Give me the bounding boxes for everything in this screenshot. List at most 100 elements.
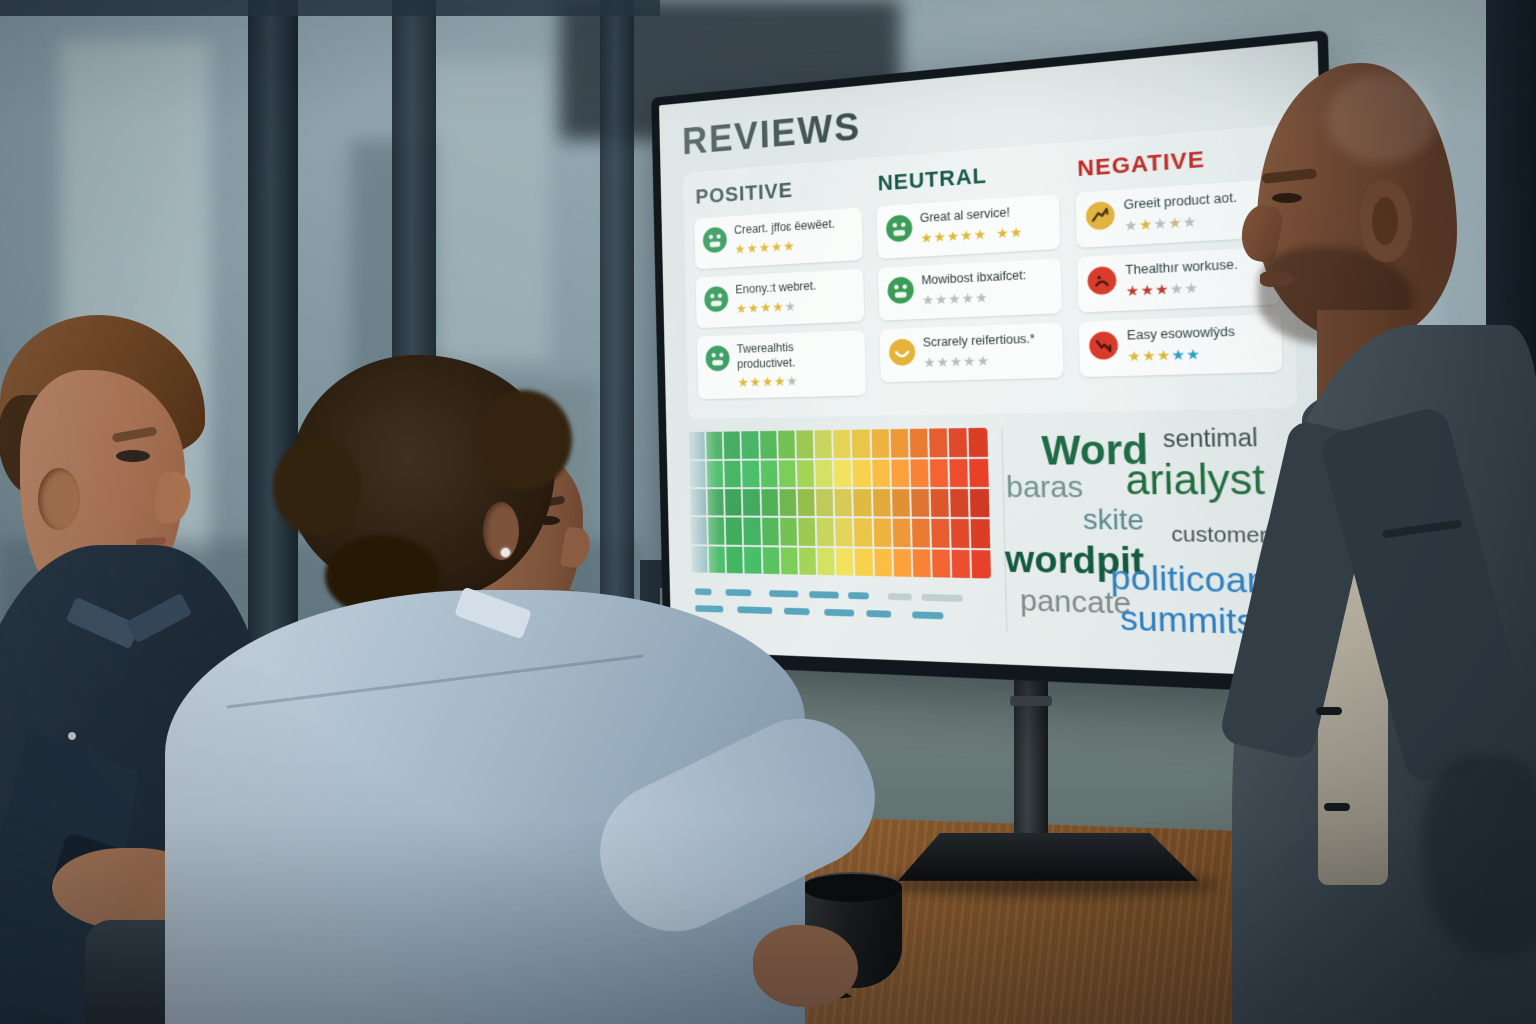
star-icon: ★ [948,290,962,307]
heatmap-cell [893,548,912,578]
star-icon: ★ [784,297,797,314]
hair-curl [477,390,572,490]
star-icon: ★ [946,227,961,244]
review-card-body: Great al service! ★★★★★ ★★ [920,204,1024,246]
blazer-button [1316,707,1342,715]
heatmap-cell [948,428,968,457]
star-icon: ★ [1182,212,1198,231]
star-icon: ★ [782,237,796,254]
review-text: Mowibost ibxaifcet: [921,268,1027,288]
heatmap-cell [871,459,890,488]
star-icon: ★ [920,228,934,246]
eye [537,516,560,525]
star-icon: ★ [1138,215,1154,233]
arrow-icon [1086,200,1116,231]
star-icon: ★ [995,224,1010,242]
star-rating: ★★★★★ ★★ [920,223,1024,246]
star-rating: ★★★★★ [1127,344,1235,365]
star-icon: ★ [934,290,949,308]
star-icon: ★ [1153,214,1169,232]
star-icon: ★ [1141,346,1157,364]
star-icon: ★ [747,299,761,316]
trend-down-icon [1089,331,1119,360]
hair-curl [273,438,361,536]
star-icon: ★ [949,352,964,370]
star-icon: ★ [746,239,759,256]
monitor-stand-base [898,833,1198,881]
heatmap-cell [872,489,891,517]
heatmap-cell [871,429,890,458]
star-icon: ★ [1009,223,1024,241]
blazer-sleeve-fold [1422,755,1536,955]
star-icon: ★ [1140,280,1156,299]
review-card-body: Scrarely reifertious.* ★★★★★ [923,332,1036,371]
star-icon: ★ [921,291,936,308]
star-icon: ★ [936,353,950,370]
review-text: Enony.:t webret. [735,278,817,297]
person-right-standing-man [1218,55,1536,1024]
star-rating: ★★★★★ [736,297,817,317]
heatmap-cell [929,458,949,488]
dash-mark [887,593,913,601]
column-header: NEUTRAL [877,162,988,196]
person-center-seated-woman [165,350,899,1024]
star-icon: ★ [974,288,989,306]
heatmap-cell [891,489,910,518]
star-icon: ★ [772,298,785,315]
review-card-body: Mowibost ibxaifcet: ★★★★★ [921,268,1027,309]
dash-mark [921,594,963,603]
heatmap-cell [910,458,929,488]
star-icon: ★ [1125,281,1141,299]
eye [116,450,150,462]
heatmap-cell [911,489,930,518]
review-card-body: Thealthır workuse. ★★★★★ [1125,257,1238,300]
heatmap-cell [890,429,909,458]
star-icon: ★ [1169,279,1185,297]
star-icon: ★ [933,228,947,245]
nose [559,526,593,570]
heatmap-cell [969,458,989,488]
heatmap-cell [970,489,989,518]
hand [753,925,858,1007]
sad-face-icon [1087,265,1117,296]
heatmap-cell [968,428,988,457]
mug-rim [802,872,902,902]
blazer-button [1324,803,1350,811]
review-columns: POSITIVE Creart. jffoɛ ëewëet. ★★★★★ Enony.… [682,124,1298,420]
dash-mark [912,611,944,620]
star-icon: ★ [1154,280,1170,298]
display-bezel: REVIEWS POSITIVE Creart. jffoɛ ëewëet. ★★★… [651,30,1346,695]
review-column-neutral: NEUTRAL Great al service! ★★★★★ ★★ Mowibost … [875,155,1064,404]
star-rating: ★★★★★ [922,287,1027,309]
dash-mark [866,610,892,618]
smile-face-icon [888,338,916,366]
heatmap-cell [949,458,969,488]
ear [38,468,80,530]
review-text: Scrarely reifertious.* [922,331,1036,350]
heatmap-cell [873,548,892,577]
star-icon: ★ [1171,345,1187,363]
heatmap-cell [873,518,892,547]
blurred-building [430,60,550,360]
star-icon: ★ [923,353,937,370]
review-card: Great al service! ★★★★★ ★★ [876,193,1061,260]
heatmap-cell [951,519,970,548]
ceiling-beam [0,0,660,16]
happy-face-icon [887,276,914,305]
review-card-body: Enony.:t webret. ★★★★★ [735,279,817,317]
star-icon: ★ [759,298,773,315]
star-icon: ★ [959,226,974,244]
star-icon: ★ [735,300,749,316]
lips [1260,271,1294,287]
happy-face-icon [885,214,913,243]
heatmap-cell [911,519,931,548]
wordcloud-word: baras [1005,470,1084,505]
review-card: Mowibost ibxaifcet: ★★★★★ [877,258,1063,321]
happy-face-icon [704,285,729,313]
earring [501,548,510,557]
star-icon: ★ [1167,213,1184,231]
happy-face-icon [702,226,728,254]
review-card: Creart. jffoɛ ëewëet. ★★★★★ [694,207,863,270]
star-rating: ★★★★★ [1124,210,1238,235]
